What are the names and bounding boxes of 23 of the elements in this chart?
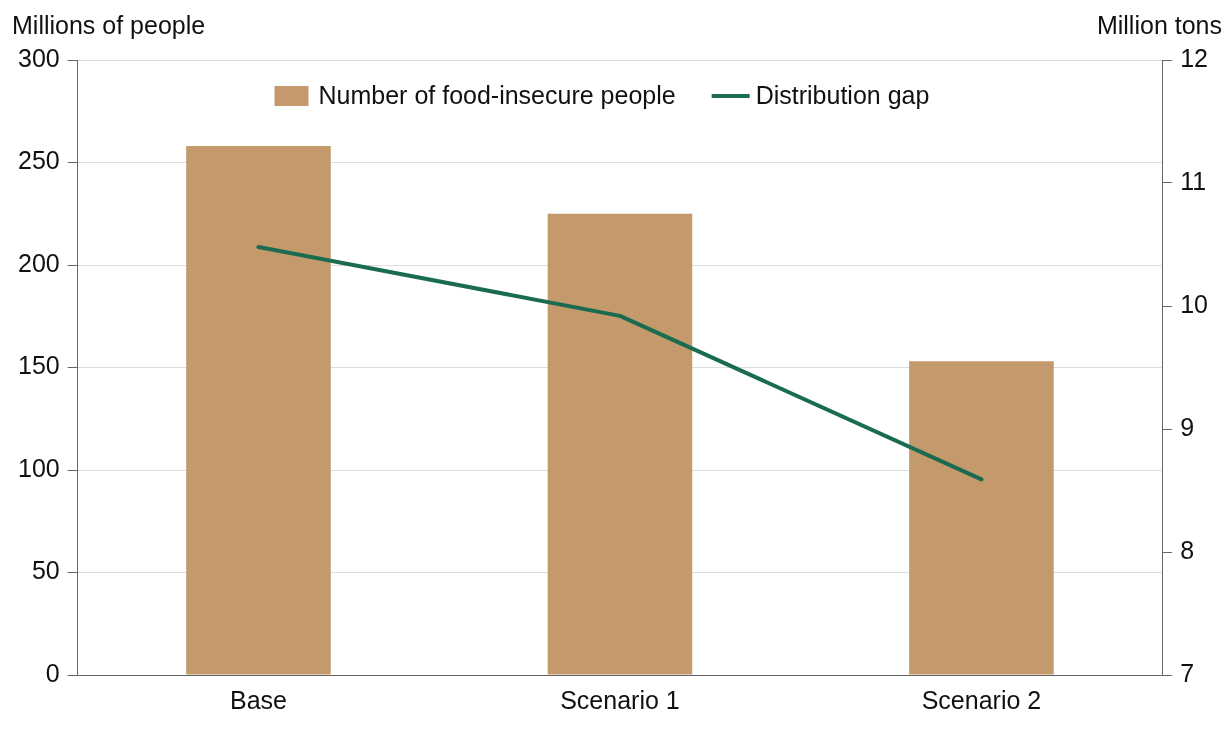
- x-tick-label: Scenario 2: [921, 685, 1042, 714]
- bar: [909, 361, 1054, 675]
- x-tick-label: Base: [229, 685, 287, 714]
- y-tick-label: 300: [17, 43, 60, 72]
- legend-label: Distribution gap: [755, 80, 930, 109]
- y2-tick-label: 9: [1180, 412, 1195, 441]
- y2-axis-title: Million tons: [1096, 11, 1222, 39]
- y-tick-label: 250: [17, 146, 60, 175]
- y-tick-label: 100: [17, 453, 60, 482]
- y-tick-label: 50: [31, 556, 60, 585]
- y-tick-label: 0: [45, 658, 60, 687]
- x-tick-label: Scenario 1: [560, 685, 680, 714]
- y2-tick-label: 12: [1180, 43, 1208, 72]
- y2-tick-label: 11: [1180, 166, 1207, 195]
- y2-tick-label: 8: [1180, 535, 1195, 564]
- bar: [547, 213, 693, 675]
- y-tick-label: 150: [17, 351, 60, 380]
- y-axis-title: Millions of people: [12, 11, 206, 39]
- legend-label: Number of food-insecure people: [318, 80, 676, 109]
- bar: [186, 146, 331, 675]
- y2-tick-label: 10: [1180, 289, 1208, 318]
- y-tick-label: 200: [17, 248, 60, 277]
- y2-tick-label: 7: [1180, 658, 1195, 687]
